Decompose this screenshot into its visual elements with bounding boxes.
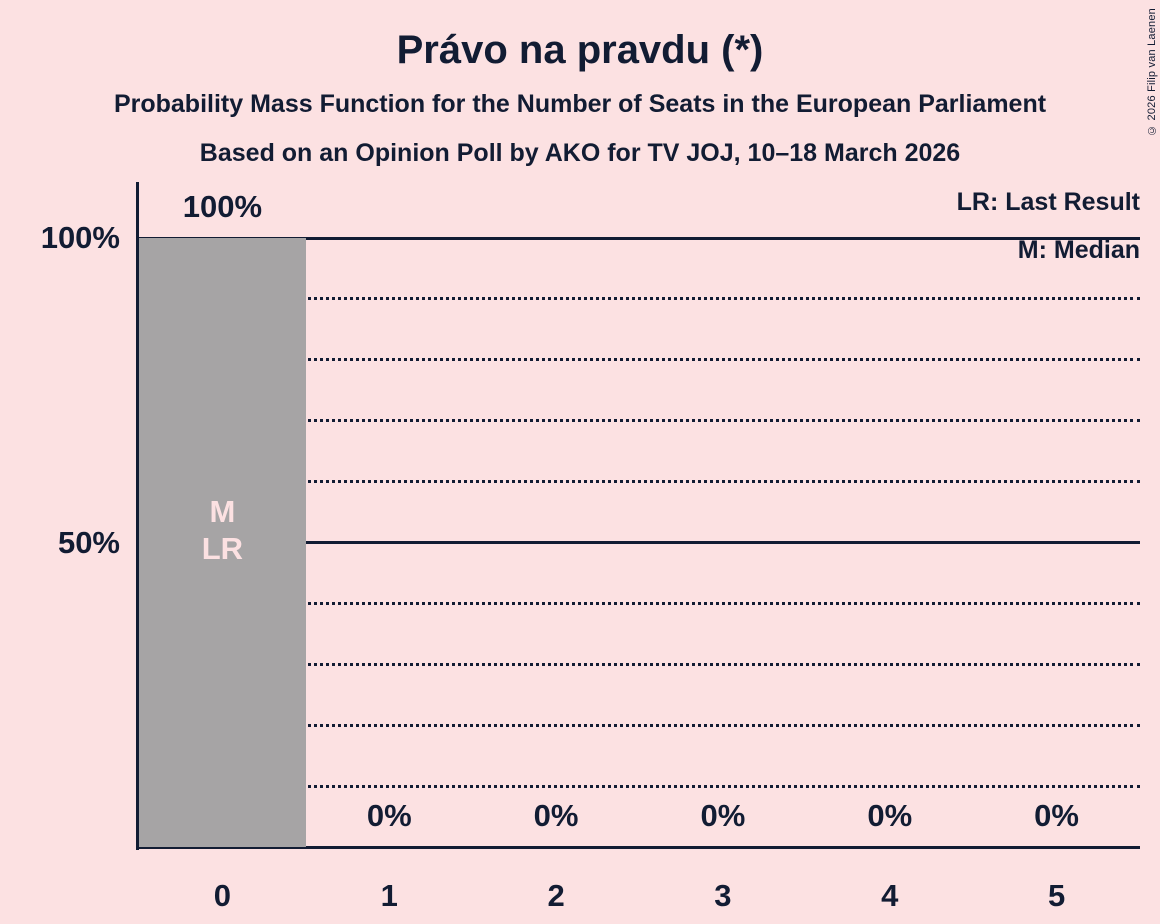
gridline-dotted-60 <box>139 480 1140 484</box>
x-tick-label-0: 0 <box>213 878 232 913</box>
gridline-dotted-40 <box>139 601 1140 605</box>
x-tick-label-1: 1 <box>380 878 398 913</box>
y-axis-line <box>136 182 139 850</box>
bar-annotation-line: M <box>209 494 236 529</box>
bar-seats-0 <box>139 238 306 847</box>
gridline-solid-100 <box>139 236 1140 240</box>
x-tick-label-4: 4 <box>881 878 899 913</box>
x-tick-label-3: 3 <box>714 878 732 913</box>
bar-value-label-5: 0% <box>1034 798 1079 833</box>
bar-annotation-line: LR <box>201 531 244 566</box>
x-axis-line <box>136 846 1140 849</box>
bar-value-label-3: 0% <box>700 798 746 833</box>
x-tick-label-2: 2 <box>547 878 565 913</box>
bar-annotation-median-lastresult: M LR <box>202 493 243 567</box>
gridline-dotted-90 <box>139 297 1140 301</box>
x-tick-label-5: 5 <box>1047 878 1066 913</box>
bar-value-label-0: 100% <box>182 189 263 224</box>
legend-median: M: Median <box>1017 236 1140 264</box>
chart-title: Právo na pravdu (*) <box>396 28 764 72</box>
legend-last-result: LR: Last Result <box>956 188 1140 216</box>
gridline-dotted-70 <box>139 419 1140 423</box>
copyright-notice: © 2026 Filip van Laenen <box>1146 8 1158 136</box>
gridline-solid-50 <box>139 541 1140 544</box>
bar-value-label-4: 0% <box>867 798 913 833</box>
chart-subtitle-1: Probability Mass Function for the Number… <box>113 90 1047 118</box>
chart-subtitle-2: Based on an Opinion Poll by AKO for TV J… <box>199 139 961 167</box>
y-tick-label-100: 100% <box>40 220 120 255</box>
gridline-dotted-10 <box>139 784 1140 788</box>
y-tick-label-50: 50% <box>57 524 120 560</box>
bar-value-label-1: 0% <box>366 798 412 833</box>
gridline-dotted-20 <box>139 723 1140 727</box>
gridline-dotted-80 <box>139 358 1140 362</box>
bar-value-label-2: 0% <box>533 798 579 833</box>
gridline-dotted-30 <box>139 662 1140 666</box>
